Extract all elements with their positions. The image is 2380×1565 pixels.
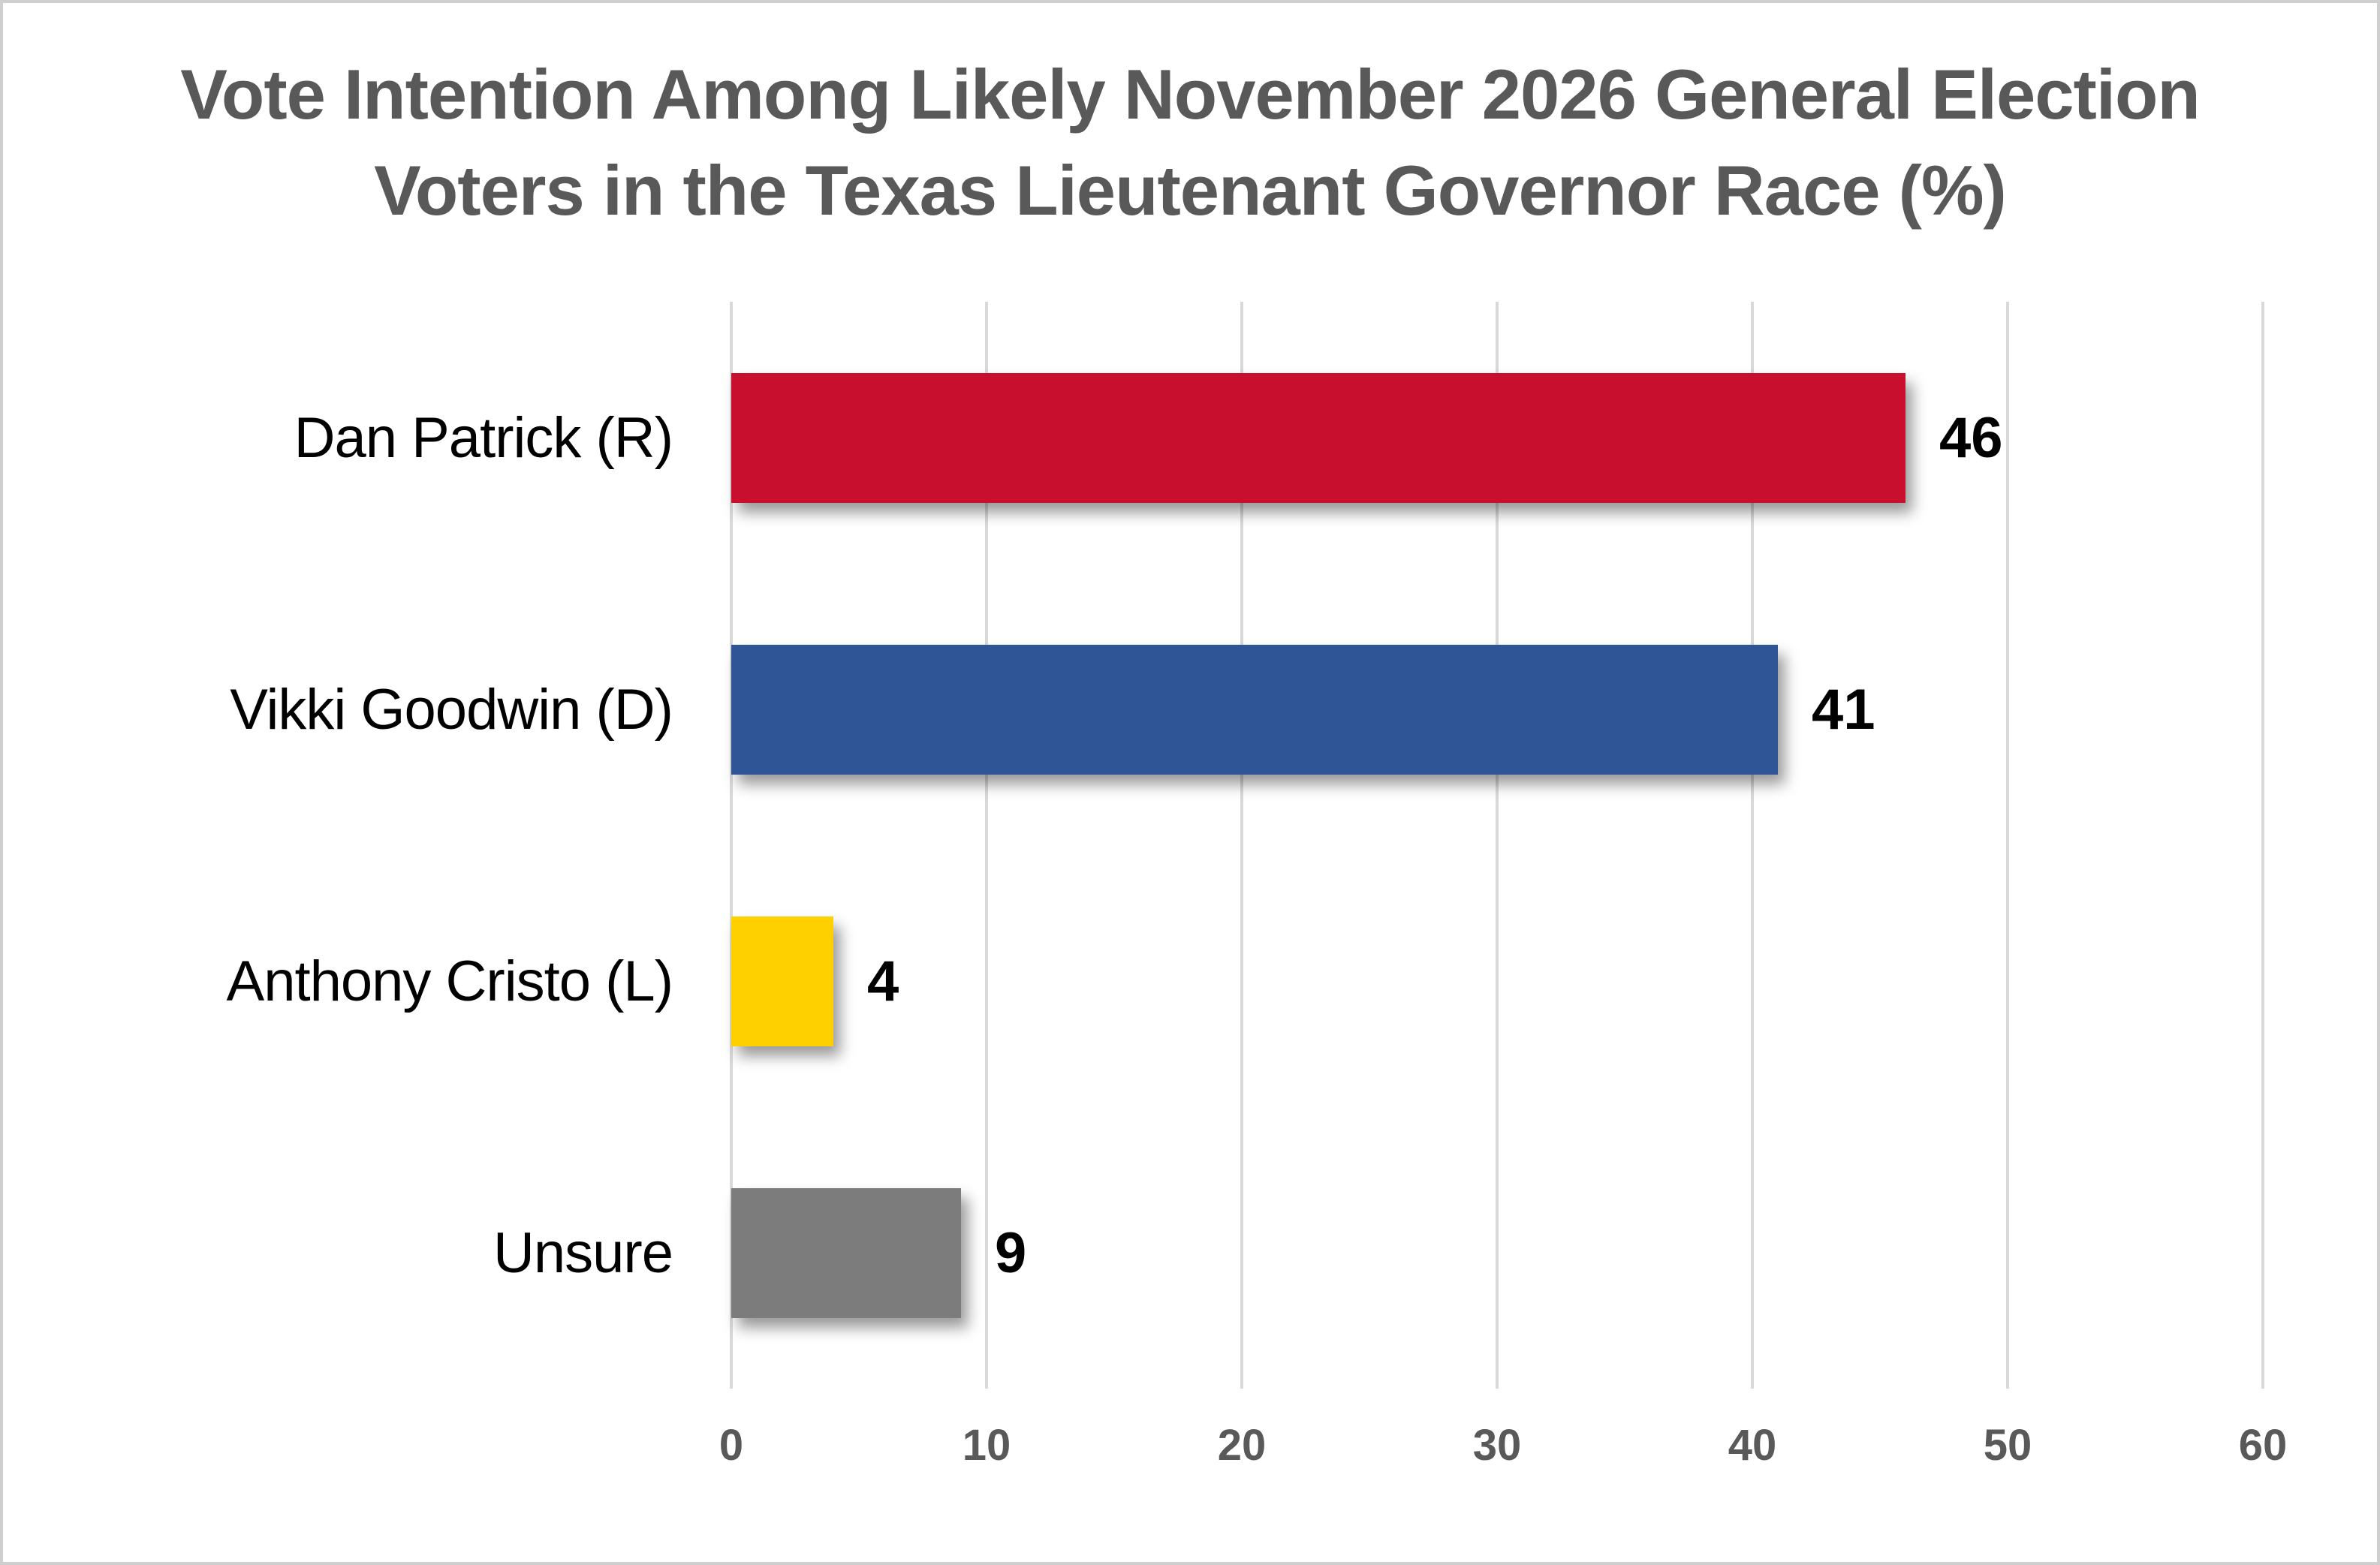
chart-title-line-2: Voters in the Texas Lieutenant Governor … (374, 150, 2007, 230)
gridline (730, 302, 733, 1389)
x-tick-label: 40 (1728, 1421, 1777, 1470)
value-label: 9 (995, 1220, 1027, 1285)
category-axis: Dan Patrick (R) Vikki Goodwin (D) Anthony … (3, 302, 673, 1389)
value-label: 41 (1812, 677, 1875, 742)
category-label-unsure: Unsure (493, 1220, 673, 1285)
x-tick-label: 20 (1217, 1421, 1267, 1470)
gridline (2006, 302, 2009, 1389)
chart-title-line-1: Vote Intention Among Likely November 202… (180, 55, 2201, 134)
x-axis: 0 10 20 30 40 50 60 (719, 1420, 2287, 1488)
plot-area: 46 41 4 9 (730, 302, 2264, 1389)
x-tick-label: 0 (719, 1421, 744, 1470)
bar-vikki-goodwin-d (731, 644, 1778, 775)
gridline (1240, 302, 1243, 1389)
bar-unsure (731, 1187, 961, 1318)
bar-row: 41 (731, 573, 2263, 845)
gridline (984, 302, 988, 1389)
category-label-dan-patrick-r: Dan Patrick (R) (294, 405, 673, 470)
bar-row: 46 (731, 302, 2263, 573)
bar-row: 4 (731, 845, 2263, 1117)
value-label: 4 (867, 949, 899, 1013)
x-tick-label: 60 (2238, 1421, 2288, 1470)
gridline (1750, 302, 1754, 1389)
x-tick-label: 10 (962, 1421, 1011, 1470)
bar-dan-patrick-r (731, 372, 1906, 503)
x-tick-label: 30 (1472, 1421, 1522, 1470)
bar-row: 9 (731, 1117, 2263, 1389)
gridline (2261, 302, 2264, 1389)
category-label-anthony-cristo-l: Anthony Cristo (L) (226, 949, 673, 1013)
bar-anthony-cristo-l (731, 916, 833, 1046)
value-label: 46 (1939, 405, 2003, 470)
chart-title: Vote Intention Among Likely November 202… (3, 47, 2377, 239)
x-tick-label: 50 (1983, 1421, 2032, 1470)
category-label-vikki-goodwin-d: Vikki Goodwin (D) (230, 677, 673, 742)
gridline (1496, 302, 1499, 1389)
